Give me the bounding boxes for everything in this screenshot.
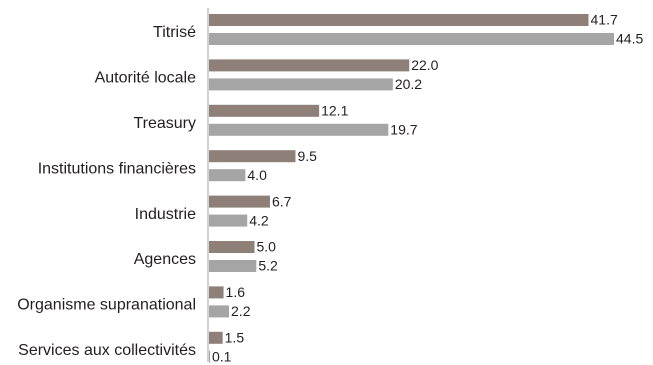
value-labels: 41.7 44.5 22.0 20.2 12.1 19.7 9.5 4.0 6.74.2 5.0 5… [212,12,643,365]
value-label-treasury-series-2: 19.7 [390,122,417,138]
value-label-organisme-supranational-series-1: 1.6 [226,284,246,300]
bars-layer [209,14,614,363]
bar-industrie-series-2 [209,214,248,227]
bar-agences-series-2 [209,260,257,272]
category-label-agences: Agences [134,251,196,268]
value-label-industrie-series-2: 4.2 [249,212,269,228]
category-labels: Titrisé Autorité locale Treasury Institutio… [17,24,196,359]
bar-treasury-series-1 [209,104,320,117]
category-label-organisme-supranational: Organisme supranational [17,297,196,314]
bar-autorite-locale-series-1 [209,59,410,72]
bar-titrise-series-2 [209,33,614,45]
value-label-institutions-financieres-series-1: 9.5 [297,148,317,164]
bar-autorite-locale-series-2 [209,78,393,91]
bar-titrise-series-1 [209,14,589,26]
category-label-institutions-financieres: Institutions financières [38,160,196,177]
category-label-industrie: Industrie [135,206,196,223]
bar-institutions-financieres-series-1 [209,150,296,163]
value-label-agences-series-1: 5.0 [257,239,277,255]
value-label-agences-series-2: 5.2 [258,258,278,274]
value-label-titrise-series-2: 44.5 [616,31,643,47]
value-label-autorite-locale-series-1: 22.0 [411,57,438,73]
bar-treasury-series-2 [209,123,389,136]
bar-institutions-financieres-series-2 [209,169,246,182]
bar-industrie-series-1 [209,195,270,208]
category-label-autorite-locale: Autorité locale [95,70,196,87]
bar-services-aux-collectivites-series-2 [209,350,210,363]
bar-services-aux-collectivites-series-1 [209,331,223,344]
value-label-organisme-supranational-series-2: 2.2 [231,303,251,319]
value-label-treasury-series-1: 12.1 [321,103,348,119]
category-label-services-aux-collectivites: Services aux collectivités [18,342,196,359]
category-label-treasury: Treasury [133,115,196,132]
bar-organisme-supranational-series-1 [209,286,224,299]
value-label-services-aux-collectivites-series-2: 0.1 [212,349,232,365]
value-label-autorite-locale-series-2: 20.2 [395,76,422,92]
value-label-institutions-financieres-series-2: 4.0 [247,167,267,183]
value-label-titrise-series-1: 41.7 [591,12,618,28]
bar-agences-series-1 [209,241,255,253]
value-label-services-aux-collectivites-series-1: 1.5 [225,330,245,346]
bar-organisme-supranational-series-2 [209,305,230,318]
value-label-industrie-series-1: 6.7 [272,193,292,209]
category-label-titrise: Titrisé [153,24,196,41]
